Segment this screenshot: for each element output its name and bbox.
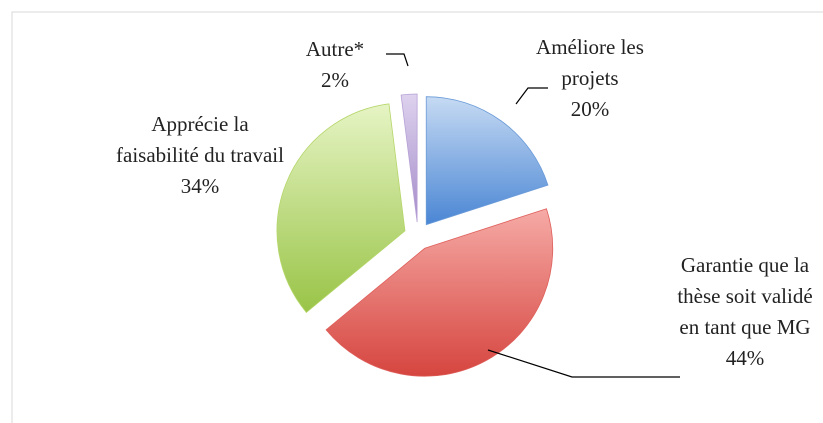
pie-slice	[425, 96, 549, 226]
category-label: Autre*	[305, 37, 365, 61]
frame	[11, 11, 823, 423]
value-label: 20%	[570, 97, 610, 121]
slice-label: Apprécie la faisabilité du travail 34%	[115, 109, 285, 202]
category-label: Garantie que la thèse soit validé en tan…	[677, 253, 813, 339]
leader-line	[386, 53, 409, 67]
slice-label: Autre* 2%	[285, 34, 385, 96]
value-label: 44%	[725, 346, 765, 370]
pie-slice	[325, 208, 554, 377]
value-label: 2%	[321, 68, 349, 92]
category-label: Améliore les projets	[536, 35, 644, 90]
slice-label: Améliore les projets 20%	[505, 32, 675, 125]
slice-label: Garantie que la thèse soit validé en tan…	[665, 250, 823, 374]
leader-line	[487, 349, 680, 378]
value-label: 34%	[180, 174, 220, 198]
category-label: Apprécie la faisabilité du travail	[116, 112, 284, 167]
leader-line	[515, 87, 548, 105]
pie-slice	[400, 93, 418, 223]
pie-slice	[276, 103, 406, 314]
